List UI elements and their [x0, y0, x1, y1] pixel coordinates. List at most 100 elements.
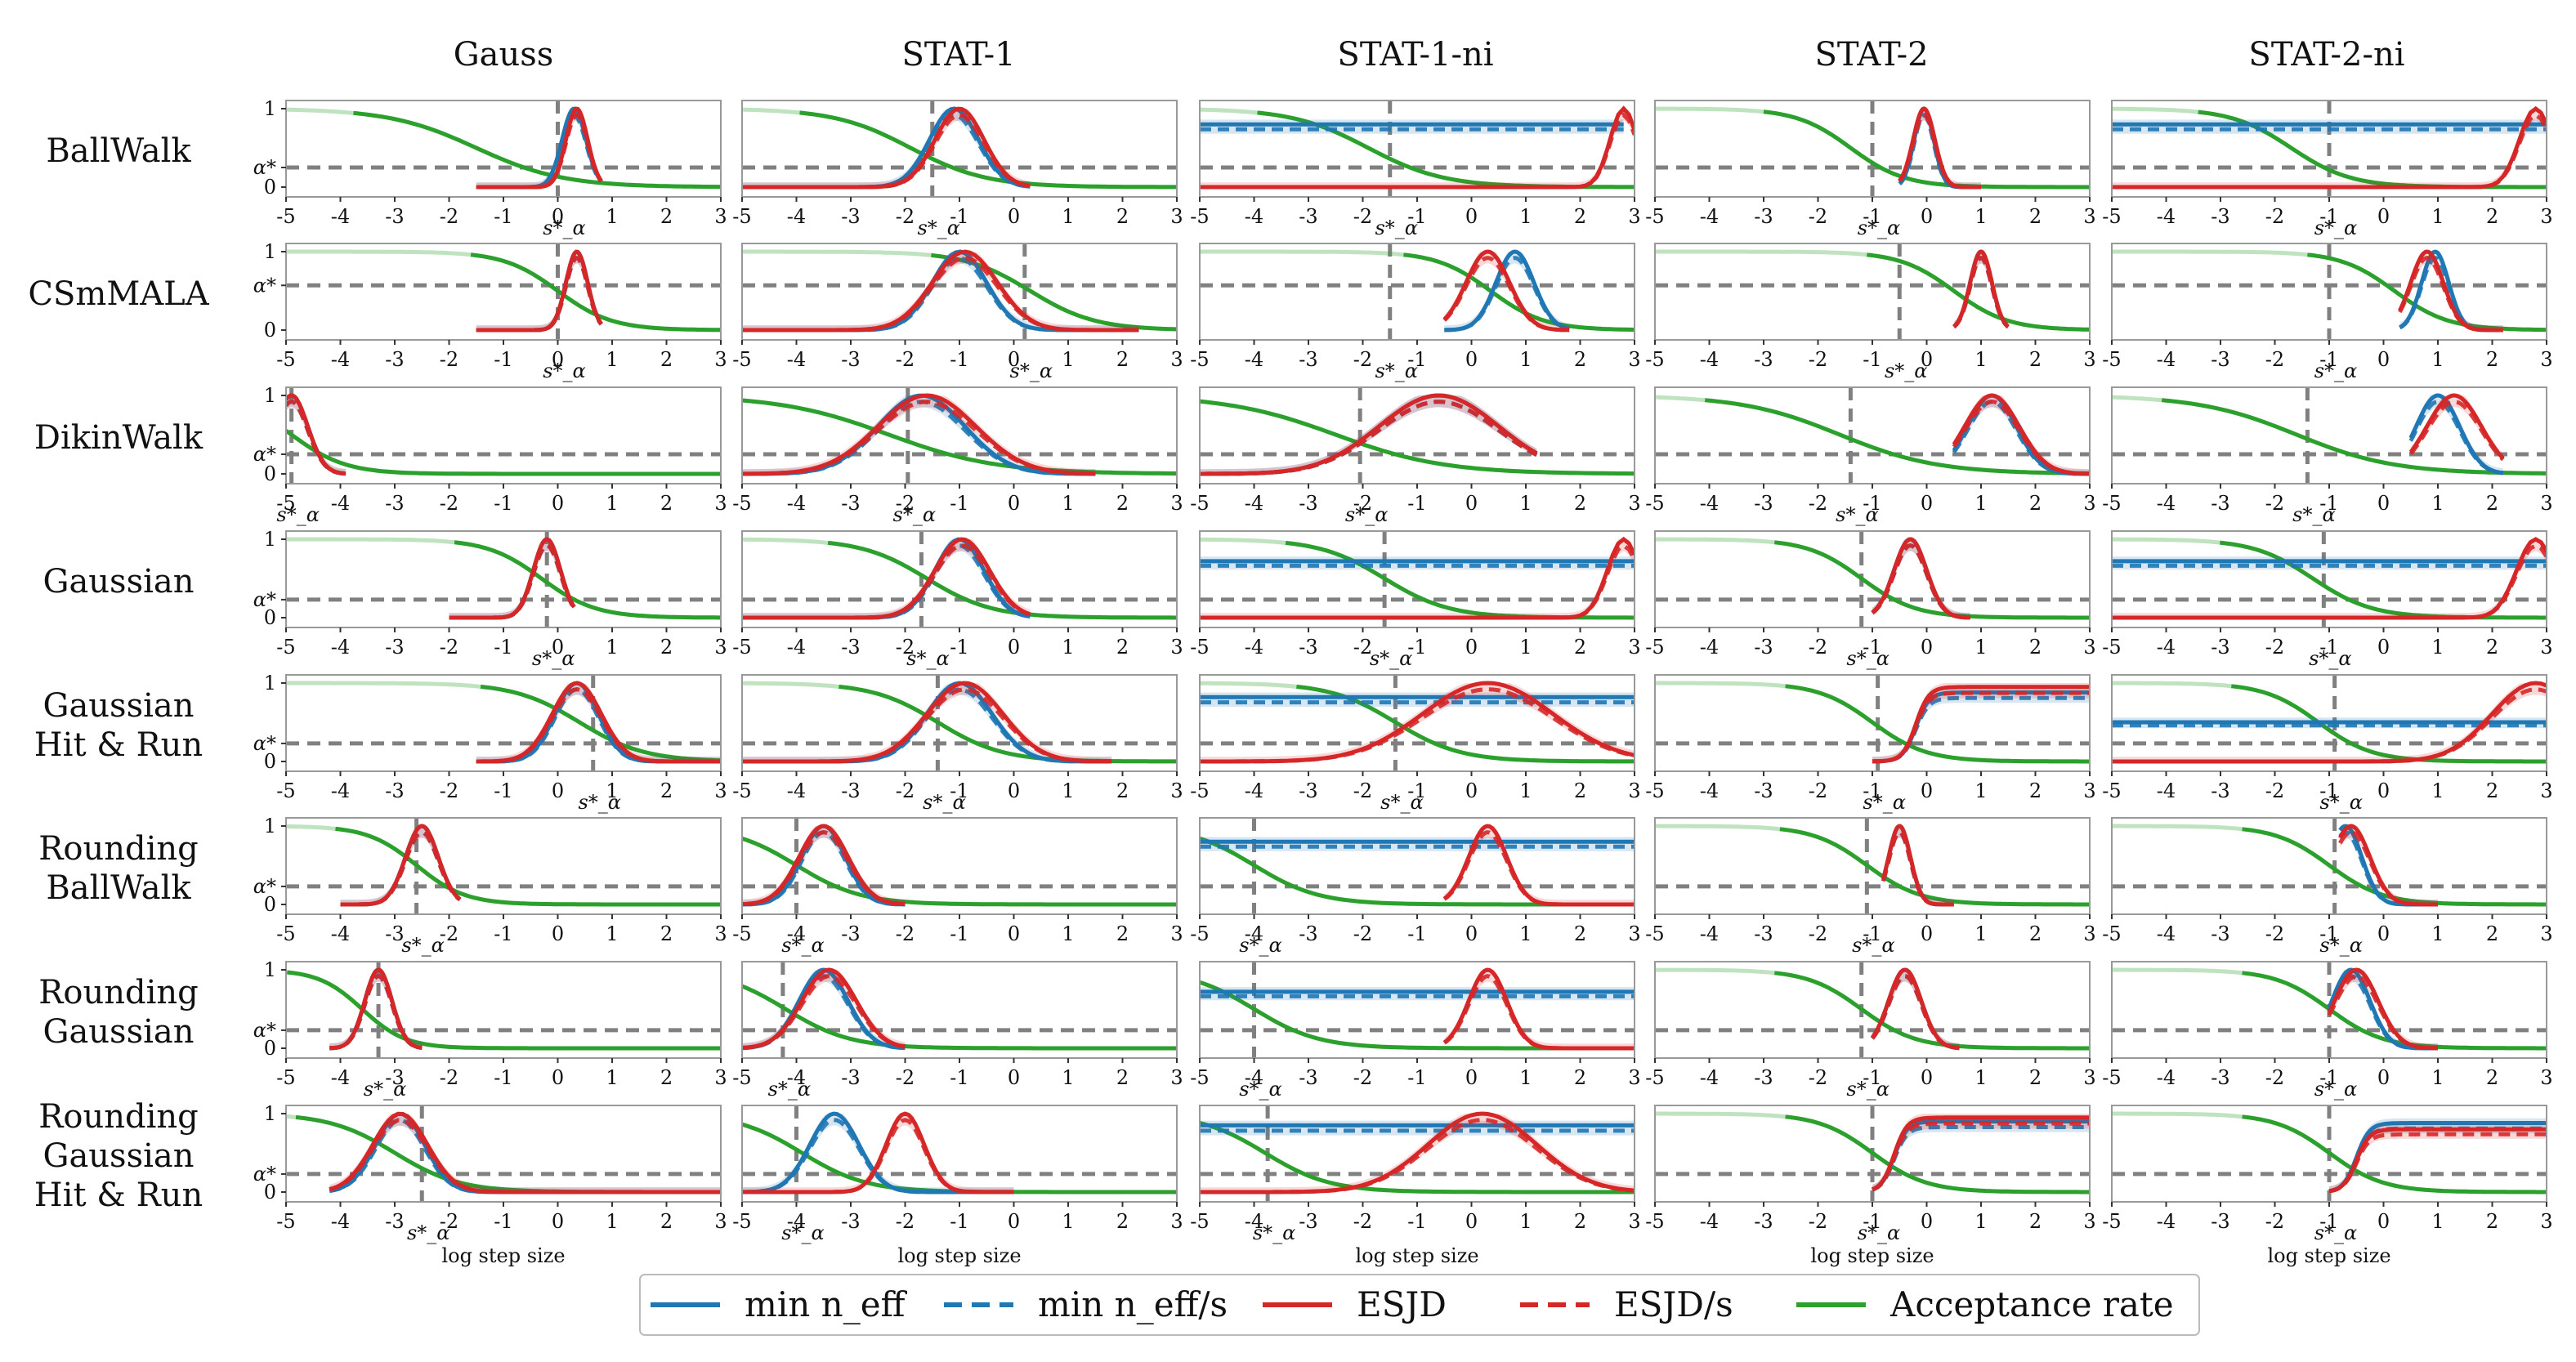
- x-tick-label: 2: [2029, 922, 2042, 945]
- s-alpha-star-label: s*_α: [1010, 359, 1053, 382]
- x-tick-label: 2: [2486, 492, 2498, 515]
- x-tick-label: -4: [331, 205, 350, 228]
- acceptance-rate-faded: [1200, 537, 1635, 620]
- x-tick-label: -4: [1245, 922, 1263, 945]
- x-tick-label: 3: [1628, 205, 1640, 228]
- x-tick-label: 0: [1465, 636, 1478, 659]
- x-tick-label: -1: [1407, 1066, 1426, 1089]
- acceptance-rate-line: [1774, 971, 2090, 1051]
- y-tick-label: α*: [253, 732, 276, 755]
- x-tick-label: -2: [896, 922, 915, 945]
- x-tick-label: 0: [1008, 348, 1020, 371]
- acceptance-rate-faded: [1655, 249, 2090, 332]
- x-tick-label: 3: [2540, 1066, 2552, 1089]
- x-tick-label: -2: [1809, 1066, 1827, 1089]
- x-tick-label: -2: [896, 492, 915, 515]
- x-tick-label: 0: [1921, 205, 1933, 228]
- s-alpha-star-label: s*_α: [923, 791, 966, 814]
- row-label: CSmMALA: [28, 275, 209, 313]
- x-tick-label: -5: [276, 205, 295, 228]
- neff-band: [2112, 119, 2547, 134]
- x-tick-label: -2: [1809, 779, 1827, 802]
- x-tick-label: -2: [2265, 636, 2284, 659]
- x-tick-label: -1: [950, 636, 968, 659]
- x-tick-label: 0: [1008, 1066, 1020, 1089]
- neff-band: [742, 252, 1139, 330]
- acceptance-rate-faded: [1655, 824, 2090, 907]
- acceptance-rate-line: [742, 836, 1177, 907]
- x-tick-label: -1: [1407, 922, 1426, 945]
- esjd-line: [1200, 393, 1538, 476]
- y-tick-label: 1: [264, 240, 276, 263]
- x-tick-label: -2: [2265, 779, 2284, 802]
- x-tick-label: -4: [331, 636, 350, 659]
- x-tick-label: -4: [1700, 492, 1719, 515]
- panel-r4-c1: -5 -4 -3 -2 -1 0 1 2 3 s*_α: [732, 674, 1183, 814]
- esjd-line: [1442, 824, 1635, 907]
- x-tick-label: -5: [276, 779, 295, 802]
- row-label: Rounding: [38, 1098, 199, 1136]
- x-tick-label: -2: [1353, 1210, 1372, 1233]
- x-tick-label: 2: [2486, 1210, 2498, 1233]
- x-tick-label: 1: [1974, 779, 1987, 802]
- s-alpha-star-label: s*_α: [781, 1221, 825, 1244]
- legend-label: min n_eff/s: [1038, 1284, 1228, 1324]
- y-tick-label: α*: [253, 443, 276, 466]
- x-tick-label: 2: [660, 636, 673, 659]
- x-tick-label: 3: [714, 348, 727, 371]
- legend: min n_eff min n_eff/s ESJD ESJD/s Acceptance…: [639, 1274, 2200, 1336]
- x-tick-label: -1: [2319, 779, 2338, 802]
- x-tick-label: -4: [1245, 205, 1263, 228]
- x-tick-label: 1: [1519, 348, 1532, 371]
- x-tick-label: -3: [385, 636, 404, 659]
- x-tick-label: 3: [2083, 779, 2095, 802]
- x-tick-label: 0: [2377, 922, 2390, 945]
- esjd-line: [1200, 1111, 1635, 1195]
- x-tick-label: -3: [2211, 205, 2229, 228]
- x-tick-label: -1: [1407, 779, 1426, 802]
- x-tick-label: 2: [2029, 1210, 2042, 1233]
- x-tick-label: -3: [2211, 1066, 2229, 1089]
- panel-r3-c4: -5 -4 -3 -2 -1 0 1 2 3 s*_α: [2102, 530, 2553, 670]
- esjd-line: [2328, 1127, 2547, 1194]
- x-tick-label: -4: [1700, 205, 1719, 228]
- x-tick-label: 1: [606, 779, 618, 802]
- esjd-per-s-line: [2112, 543, 2547, 620]
- s-alpha-star-label: s*_α: [1858, 217, 1901, 239]
- x-tick-label: -4: [1245, 779, 1263, 802]
- x-tick-label: 1: [606, 205, 618, 228]
- acceptance-rate-line: [287, 970, 721, 1051]
- y-tick-label: 0: [264, 176, 276, 199]
- x-tick-label: 1: [606, 492, 618, 515]
- x-tick-label: -5: [2102, 636, 2121, 659]
- s-alpha-star-label: s*_α: [917, 217, 960, 239]
- x-tick-label: -5: [1645, 1066, 1664, 1089]
- x-tick-label: 1: [1062, 922, 1074, 945]
- x-tick-label: 3: [2540, 348, 2552, 371]
- x-tick-label: -2: [440, 636, 458, 659]
- esjd-line: [1200, 681, 1635, 764]
- legend-item: Acceptance rate: [1796, 1284, 2174, 1324]
- acceptance-rate-line: [1296, 684, 1635, 764]
- column-title-stat-2: STAT-2: [1814, 36, 1928, 74]
- acceptance-rate-line: [1200, 1120, 1635, 1195]
- esjd-line: [2112, 681, 2547, 764]
- x-tick-label: -5: [276, 492, 295, 515]
- x-tick-label: -1: [2319, 205, 2338, 228]
- s-alpha-star-label: s*_α: [407, 1221, 450, 1244]
- legend-label: Acceptance rate: [1890, 1284, 2174, 1324]
- esjd-line: [742, 249, 1139, 333]
- x-tick-label: 0: [1465, 1066, 1478, 1089]
- x-tick-label: 1: [2431, 636, 2444, 659]
- x-tick-label: -5: [2102, 1066, 2121, 1089]
- s-alpha-star-label: s*_α: [543, 217, 586, 239]
- x-tick-label: 0: [2377, 636, 2390, 659]
- esjd-line: [476, 249, 603, 333]
- acceptance-rate-line: [2242, 971, 2547, 1051]
- panel-frame: [285, 386, 722, 485]
- s-alpha-star-label: s*_α: [1345, 503, 1389, 526]
- legend-box: [639, 1274, 2200, 1336]
- row-label: Hit & Run: [34, 1177, 203, 1214]
- x-tick-label: 0: [2377, 1066, 2390, 1089]
